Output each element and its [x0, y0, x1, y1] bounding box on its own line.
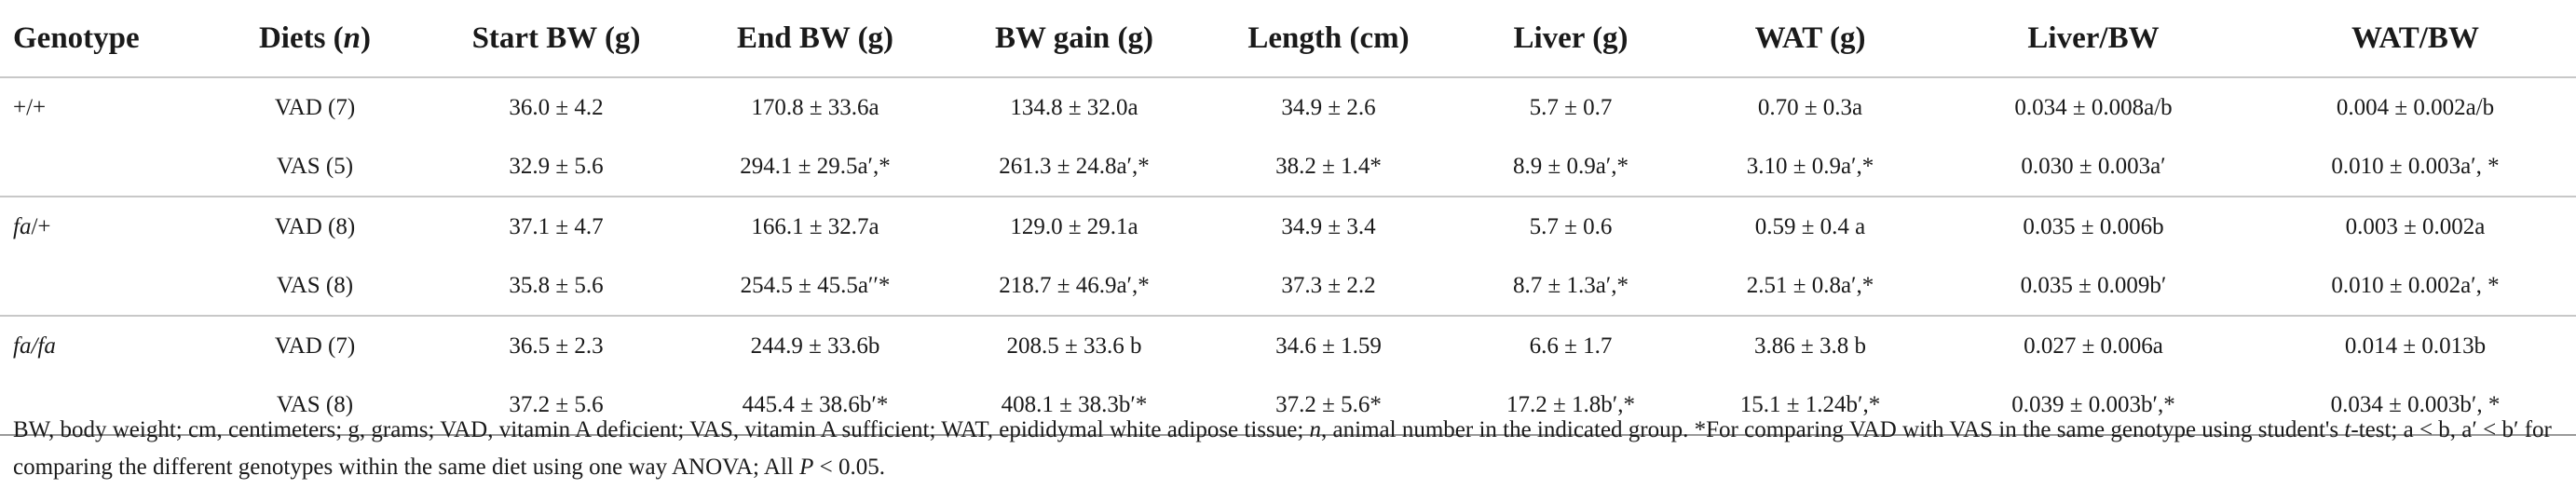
- wat-cell: 3.86 ± 3.8 b: [1754, 333, 1866, 359]
- length-cell: 34.6 ± 1.59: [1275, 333, 1382, 359]
- liver-bw-cell: 0.027 ± 0.006a: [2024, 333, 2163, 359]
- results-table: Genotype Diets (n) Start BW (g) End BW (…: [0, 0, 2576, 436]
- start-bw-cell: 36.5 ± 2.3: [509, 333, 604, 359]
- length-cell: 34.9 ± 3.4: [1281, 213, 1376, 239]
- liver-cell: 8.9 ± 0.9a′,*: [1453, 137, 1688, 197]
- header-row: Genotype Diets (n) Start BW (g) End BW (…: [0, 0, 2576, 78]
- wat-cell: 15.1 ± 1.24b′,*: [1688, 375, 1932, 436]
- genotype-cell: fa/+: [13, 213, 51, 239]
- diet-cell: VAS (5): [203, 137, 427, 197]
- length-cell: 38.2 ± 1.4*: [1204, 137, 1453, 197]
- table-row: VAS (8) 35.8 ± 5.6 254.5 ± 45.5a′′* 218.…: [0, 256, 2576, 317]
- diet-cell: VAD (8): [274, 213, 356, 239]
- header-wat: WAT (g): [1688, 0, 1932, 78]
- liver-cell: 8.7 ± 1.3a′,*: [1453, 256, 1688, 317]
- header-wat-bw: WAT/BW: [2255, 0, 2576, 78]
- table-row: fa/fa VAD (7) 36.5 ± 2.3 244.9 ± 33.6b 2…: [0, 316, 2576, 375]
- end-bw-cell: 445.4 ± 38.6b′*: [686, 375, 945, 436]
- liver-bw-cell: 0.035 ± 0.009b′: [1932, 256, 2255, 317]
- genotype-cell: [0, 375, 203, 436]
- end-bw-cell: 294.1 ± 29.5a′,*: [686, 137, 945, 197]
- wat-cell: 2.51 ± 0.8a′,*: [1688, 256, 1932, 317]
- genotype-cell: [0, 137, 203, 197]
- liver-cell: 5.7 ± 0.7: [1529, 94, 1613, 120]
- length-cell: 37.2 ± 5.6*: [1204, 375, 1453, 436]
- liver-bw-cell: 0.035 ± 0.006b: [2023, 213, 2164, 239]
- start-bw-cell: 32.9 ± 5.6: [427, 137, 686, 197]
- wat-bw-cell: 0.014 ± 0.013b: [2344, 333, 2487, 359]
- wat-bw-cell: 0.034 ± 0.003b′, *: [2255, 375, 2576, 436]
- header-end-bw: End BW (g): [686, 0, 945, 78]
- header-liver: Liver (g): [1453, 0, 1688, 78]
- bw-gain-cell: 218.7 ± 46.9a′,*: [945, 256, 1204, 317]
- diet-cell: VAS (8): [203, 256, 427, 317]
- start-bw-cell: 37.1 ± 4.7: [509, 213, 604, 239]
- end-bw-cell: 244.9 ± 33.6b: [750, 333, 880, 359]
- liver-cell: 5.7 ± 0.6: [1529, 213, 1613, 239]
- wat-bw-cell: 0.004 ± 0.002a/b: [2336, 94, 2495, 120]
- bw-gain-cell: 208.5 ± 33.6 b: [1006, 333, 1142, 359]
- bw-gain-cell: 129.0 ± 29.1a: [1010, 213, 1138, 239]
- liver-cell: 17.2 ± 1.8b′,*: [1453, 375, 1688, 436]
- end-bw-cell: 170.8 ± 33.6a: [751, 94, 879, 120]
- wat-bw-cell: 0.003 ± 0.002a: [2345, 213, 2486, 239]
- diet-cell: VAS (8): [203, 375, 427, 436]
- table-row: fa/+ VAD (8) 37.1 ± 4.7 166.1 ± 32.7a 12…: [0, 197, 2576, 256]
- start-bw-cell: 36.0 ± 4.2: [509, 94, 604, 120]
- table-row: VAS (5) 32.9 ± 5.6 294.1 ± 29.5a′,* 261.…: [0, 137, 2576, 197]
- header-genotype: Genotype: [0, 0, 203, 78]
- header-liver-bw: Liver/BW: [1932, 0, 2255, 78]
- bw-gain-cell: 134.8 ± 32.0a: [1010, 94, 1138, 120]
- liver-bw-cell: 0.030 ± 0.003a′: [1932, 137, 2255, 197]
- bw-gain-cell: 261.3 ± 24.8a′,*: [945, 137, 1204, 197]
- wat-cell: 0.70 ± 0.3a: [1757, 94, 1863, 120]
- header-diets: Diets (n): [203, 0, 427, 78]
- start-bw-cell: 37.2 ± 5.6: [427, 375, 686, 436]
- header-start-bw: Start BW (g): [427, 0, 686, 78]
- liver-cell: 6.6 ± 1.7: [1529, 333, 1613, 359]
- table-row: VAS (8) 37.2 ± 5.6 445.4 ± 38.6b′* 408.1…: [0, 375, 2576, 436]
- length-cell: 37.3 ± 2.2: [1204, 256, 1453, 317]
- diet-cell: VAD (7): [274, 333, 356, 359]
- genotype-cell: [0, 256, 203, 317]
- bw-gain-cell: 408.1 ± 38.3b′*: [945, 375, 1204, 436]
- liver-bw-cell: 0.039 ± 0.003b′,*: [1932, 375, 2255, 436]
- wat-cell: 3.10 ± 0.9a′,*: [1688, 137, 1932, 197]
- diet-cell: VAD (7): [274, 94, 356, 120]
- length-cell: 34.9 ± 2.6: [1281, 94, 1376, 120]
- header-length: Length (cm): [1204, 0, 1453, 78]
- wat-bw-cell: 0.010 ± 0.003a′, *: [2255, 137, 2576, 197]
- table-footnote: BW, body weight; cm, centimeters; g, gra…: [13, 417, 2552, 480]
- end-bw-cell: 166.1 ± 32.7a: [751, 213, 879, 239]
- table-row: +/+ VAD (7) 36.0 ± 4.2 170.8 ± 33.6a 134…: [0, 77, 2576, 137]
- genotype-cell: fa/fa: [13, 333, 56, 359]
- liver-bw-cell: 0.034 ± 0.008a/b: [2014, 94, 2173, 120]
- genotype-cell: +/+: [13, 94, 47, 120]
- wat-bw-cell: 0.010 ± 0.002a′, *: [2255, 256, 2576, 317]
- header-bw-gain: BW gain (g): [945, 0, 1204, 78]
- end-bw-cell: 254.5 ± 45.5a′′*: [686, 256, 945, 317]
- wat-cell: 0.59 ± 0.4 a: [1754, 213, 1866, 239]
- start-bw-cell: 35.8 ± 5.6: [427, 256, 686, 317]
